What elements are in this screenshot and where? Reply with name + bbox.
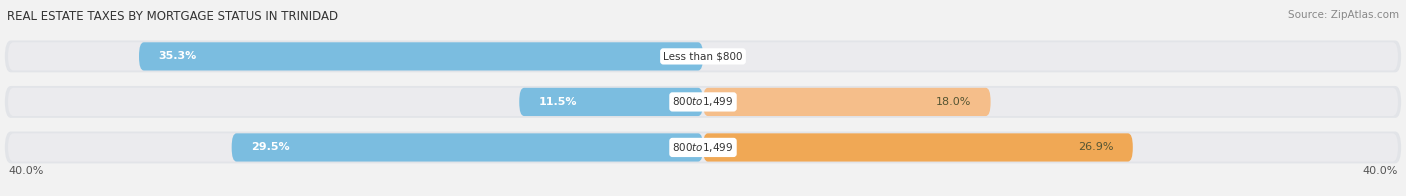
Text: $800 to $1,499: $800 to $1,499	[672, 95, 734, 108]
Text: $800 to $1,499: $800 to $1,499	[672, 141, 734, 154]
FancyBboxPatch shape	[519, 88, 703, 116]
FancyBboxPatch shape	[139, 42, 703, 71]
Text: 11.5%: 11.5%	[538, 97, 576, 107]
Text: 40.0%: 40.0%	[8, 166, 44, 176]
Text: Less than $800: Less than $800	[664, 51, 742, 61]
FancyBboxPatch shape	[4, 86, 1402, 118]
FancyBboxPatch shape	[4, 132, 1402, 163]
FancyBboxPatch shape	[4, 40, 1402, 72]
FancyBboxPatch shape	[703, 133, 1133, 162]
FancyBboxPatch shape	[8, 88, 1398, 116]
FancyBboxPatch shape	[703, 88, 991, 116]
Text: 29.5%: 29.5%	[250, 142, 290, 152]
FancyBboxPatch shape	[8, 133, 1398, 162]
FancyBboxPatch shape	[232, 133, 703, 162]
Text: REAL ESTATE TAXES BY MORTGAGE STATUS IN TRINIDAD: REAL ESTATE TAXES BY MORTGAGE STATUS IN …	[7, 10, 339, 23]
Text: 0.0%: 0.0%	[716, 51, 744, 61]
Text: 40.0%: 40.0%	[1362, 166, 1398, 176]
Text: 35.3%: 35.3%	[159, 51, 197, 61]
Text: 18.0%: 18.0%	[936, 97, 972, 107]
Text: Source: ZipAtlas.com: Source: ZipAtlas.com	[1288, 10, 1399, 20]
Text: 26.9%: 26.9%	[1078, 142, 1114, 152]
FancyBboxPatch shape	[8, 42, 1398, 71]
